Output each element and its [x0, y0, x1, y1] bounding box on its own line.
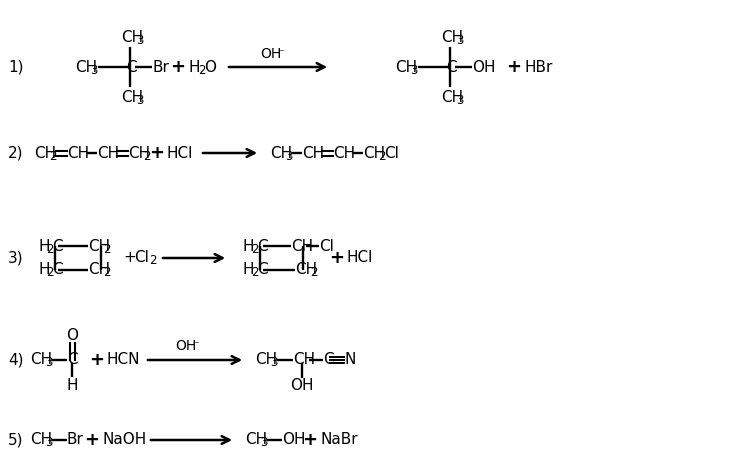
- Text: CH: CH: [97, 146, 119, 160]
- Text: CH: CH: [30, 352, 52, 368]
- Text: +: +: [170, 58, 185, 76]
- Text: HCl: HCl: [166, 146, 193, 160]
- Text: +: +: [506, 58, 522, 76]
- Text: CH: CH: [293, 352, 315, 368]
- Text: +: +: [303, 431, 317, 449]
- Text: CH: CH: [121, 89, 143, 105]
- Text: Br: Br: [152, 60, 169, 75]
- Text: H: H: [189, 60, 201, 75]
- Text: Cl: Cl: [319, 238, 334, 254]
- Text: C: C: [446, 60, 457, 75]
- Text: O: O: [66, 329, 78, 343]
- Text: 1): 1): [8, 60, 24, 75]
- Text: C: C: [67, 352, 77, 368]
- Text: O: O: [204, 60, 216, 75]
- Text: CH: CH: [34, 146, 56, 160]
- Text: 5): 5): [8, 432, 24, 447]
- Text: C: C: [257, 263, 268, 278]
- Text: CH: CH: [395, 60, 417, 75]
- Text: OH: OH: [282, 432, 306, 447]
- Text: OH: OH: [472, 60, 495, 75]
- Text: CH: CH: [128, 146, 150, 160]
- Text: +: +: [123, 251, 136, 265]
- Text: CH: CH: [302, 146, 324, 160]
- Text: +: +: [84, 431, 100, 449]
- Text: 3: 3: [285, 149, 292, 163]
- Text: 2): 2): [8, 146, 24, 160]
- Text: 3: 3: [456, 34, 463, 46]
- Text: H: H: [243, 238, 255, 254]
- Text: CH: CH: [75, 60, 97, 75]
- Text: 2: 2: [251, 266, 258, 280]
- Text: 2: 2: [143, 149, 151, 163]
- Text: 3: 3: [45, 437, 52, 449]
- Text: 2: 2: [251, 243, 258, 255]
- Text: 2: 2: [103, 266, 111, 280]
- Text: CH: CH: [67, 146, 89, 160]
- Text: ⁻: ⁻: [192, 340, 199, 352]
- Text: 3: 3: [456, 94, 463, 106]
- Text: OH: OH: [175, 339, 196, 353]
- Text: 4): 4): [8, 352, 24, 368]
- Text: CH: CH: [30, 432, 52, 447]
- Text: 3: 3: [270, 357, 277, 369]
- Text: CH: CH: [295, 263, 317, 278]
- Text: 3: 3: [90, 63, 97, 77]
- Text: CH: CH: [441, 89, 463, 105]
- Text: OH: OH: [290, 378, 314, 394]
- Text: CH: CH: [88, 238, 110, 254]
- Text: 2: 2: [103, 243, 111, 255]
- Text: +: +: [89, 351, 105, 369]
- Text: NaBr: NaBr: [320, 432, 358, 447]
- Text: CH: CH: [121, 29, 143, 44]
- Text: +: +: [329, 249, 345, 267]
- Text: H: H: [38, 263, 49, 278]
- Text: 2: 2: [46, 243, 53, 255]
- Text: 2: 2: [49, 149, 57, 163]
- Text: +: +: [150, 144, 165, 162]
- Text: CH: CH: [88, 263, 110, 278]
- Text: Cl: Cl: [134, 251, 149, 265]
- Text: HCl: HCl: [346, 251, 373, 265]
- Text: 2: 2: [149, 254, 156, 268]
- Text: 3: 3: [136, 34, 143, 46]
- Text: CH: CH: [255, 352, 277, 368]
- Text: CH: CH: [333, 146, 355, 160]
- Text: 3): 3): [8, 251, 24, 265]
- Text: NaOH: NaOH: [102, 432, 146, 447]
- Text: C: C: [323, 352, 334, 368]
- Text: CH: CH: [363, 146, 385, 160]
- Text: H: H: [243, 263, 255, 278]
- Text: CH: CH: [245, 432, 267, 447]
- Text: CH: CH: [441, 29, 463, 44]
- Text: C: C: [257, 238, 268, 254]
- Text: Cl: Cl: [384, 146, 399, 160]
- Text: 2: 2: [46, 266, 53, 280]
- Text: 2: 2: [198, 63, 205, 77]
- Text: H: H: [38, 238, 49, 254]
- Text: 3: 3: [410, 63, 418, 77]
- Text: 2: 2: [310, 266, 317, 280]
- Text: CH: CH: [270, 146, 292, 160]
- Text: 3: 3: [136, 94, 143, 106]
- Text: CH: CH: [291, 238, 313, 254]
- Text: N: N: [344, 352, 356, 368]
- Text: ⁻: ⁻: [277, 47, 283, 61]
- Text: Br: Br: [67, 432, 84, 447]
- Text: 3: 3: [260, 437, 267, 449]
- Text: C: C: [52, 238, 63, 254]
- Text: HCN: HCN: [107, 352, 140, 368]
- Text: C: C: [52, 263, 63, 278]
- Text: 2: 2: [378, 149, 385, 163]
- Text: H: H: [66, 377, 77, 393]
- Text: 3: 3: [45, 357, 52, 369]
- Text: C: C: [126, 60, 137, 75]
- Text: OH: OH: [260, 47, 281, 61]
- Text: HBr: HBr: [524, 60, 552, 75]
